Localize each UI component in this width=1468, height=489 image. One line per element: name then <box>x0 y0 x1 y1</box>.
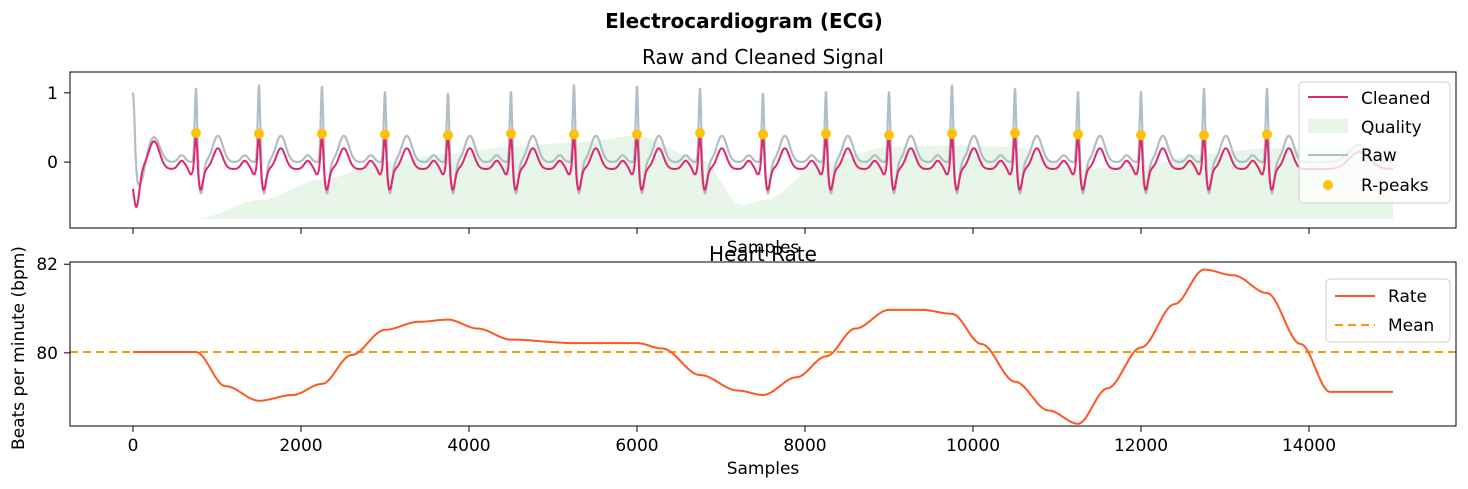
x-tick-label: 6000 <box>615 436 658 456</box>
signal-legend: Cleaned Quality Raw R-peaks <box>1298 81 1451 204</box>
heart-rate-axes: Heart Rate 0 2000 4000 6000 8000 10000 12000 14… <box>9 242 1457 479</box>
legend-cleaned-label: Cleaned <box>1361 89 1431 109</box>
rpeak-point <box>254 128 264 139</box>
rpeak-point <box>1199 130 1209 141</box>
heart-rate-axes-ticks: 0 2000 4000 6000 8000 10000 12000 14000 80 82 <box>36 255 1336 456</box>
legend-rpeaks-swatch <box>1323 180 1333 190</box>
heart-rate-axes-xlabel: Samples <box>727 459 800 479</box>
rpeak-point <box>695 128 705 138</box>
y-tick-label: 80 <box>36 344 58 364</box>
y-tick-label: 1 <box>47 84 58 104</box>
quality-area <box>196 135 1393 219</box>
rpeak-point <box>632 129 642 140</box>
x-tick-label: 12000 <box>1114 436 1168 456</box>
y-tick-label: 82 <box>36 255 58 275</box>
legend-rate-label: Rate <box>1388 287 1427 307</box>
signal-plot-area <box>131 84 1393 219</box>
signal-axes: Raw and Cleaned Signal 01 Samples Cleane… <box>47 45 1457 258</box>
rate-line <box>133 268 1393 425</box>
rpeak-point <box>884 130 894 141</box>
legend-rpeaks-label: R-peaks <box>1361 176 1429 196</box>
legend-quality-label: Quality <box>1361 118 1422 138</box>
heart-rate-legend-box <box>1325 278 1451 343</box>
rpeak-point <box>1073 129 1083 140</box>
heart-rate-legend: Rate Mean <box>1325 278 1451 343</box>
raw-signal-line <box>131 84 1393 196</box>
figure-title: Electrocardiogram (ECG) <box>605 9 883 33</box>
y-tick-label: 0 <box>47 153 58 173</box>
rpeak-point <box>947 128 957 139</box>
rpeak-point <box>821 128 831 139</box>
rpeak-point <box>1010 128 1020 138</box>
rpeak-point <box>191 128 201 138</box>
rpeak-point <box>1262 129 1272 140</box>
rpeak-point <box>443 130 453 141</box>
rpeaks-series <box>191 128 1272 141</box>
legend-raw-label: Raw <box>1361 146 1397 166</box>
rpeak-point <box>569 129 579 140</box>
rpeak-point <box>506 128 516 139</box>
heart-rate-plot-area <box>70 268 1456 425</box>
x-tick-label: 2000 <box>279 436 322 456</box>
heart-rate-axes-frame <box>69 261 1457 427</box>
x-tick-label: 8000 <box>783 436 826 456</box>
legend-quality-swatch <box>1308 119 1348 133</box>
rpeak-point <box>380 129 390 140</box>
legend-mean-label: Mean <box>1388 316 1434 336</box>
heart-rate-axes-ylabel: Beats per minute (bpm) <box>9 246 29 450</box>
signal-axes-ticks: 01 <box>47 84 1310 234</box>
x-tick-label: 10000 <box>946 436 1000 456</box>
signal-axes-title: Raw and Cleaned Signal <box>642 45 884 69</box>
signal-axes-frame <box>69 71 1457 229</box>
rpeak-point <box>1136 130 1146 141</box>
x-tick-label: 0 <box>128 436 139 456</box>
rpeak-point <box>758 129 768 140</box>
signal-legend-box <box>1298 81 1451 204</box>
x-tick-label: 14000 <box>1282 436 1336 456</box>
rpeak-point <box>317 128 327 139</box>
signal-axes-xlabel: Samples <box>727 238 800 258</box>
x-tick-label: 4000 <box>447 436 490 456</box>
